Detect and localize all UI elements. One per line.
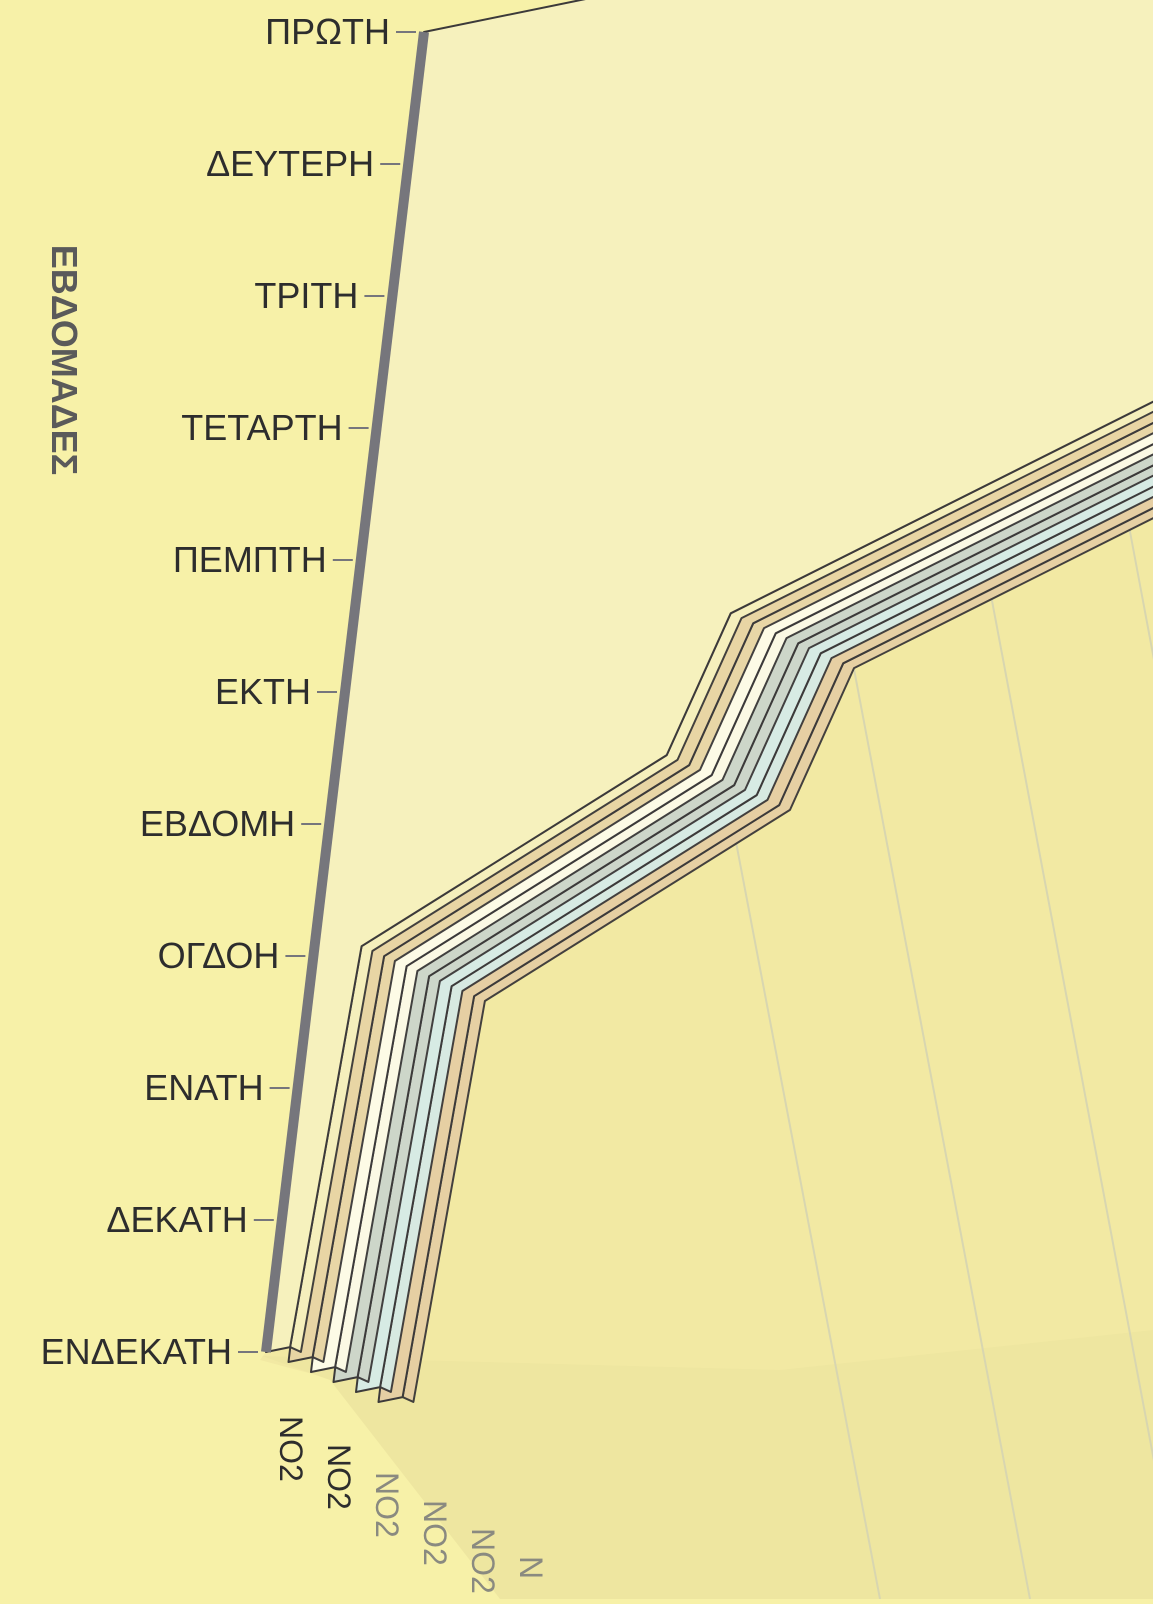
category-label: ΕΝΑΤΗ — [144, 1067, 263, 1108]
depth-label: NO2 — [273, 1416, 309, 1482]
depth-label: NO2 — [417, 1500, 453, 1566]
y-axis-title: ΕΒΔΟΜΑΔΕΣ — [44, 245, 85, 475]
category-label: ΕΚΤΗ — [215, 671, 311, 712]
category-label: ΤΡΙΤΗ — [254, 275, 358, 316]
depth-label: NO2 — [369, 1472, 405, 1538]
category-label: ΤΕΤΑΡΤΗ — [181, 407, 342, 448]
category-label: ΠΕΜΠΤΗ — [173, 539, 327, 580]
category-label: ΔΕΚΑΤΗ — [106, 1199, 247, 1240]
depth-label: NO2 — [465, 1528, 501, 1594]
category-label: ΠΡΩΤΗ — [265, 11, 390, 52]
category-label: ΕΒΔΟΜΗ — [140, 803, 295, 844]
category-label: ΟΓΔΟΗ — [158, 935, 280, 976]
depth-label: NO2 — [321, 1444, 357, 1510]
category-label: ΕΝΔΕΚΑΤΗ — [41, 1331, 232, 1372]
category-label: ΔΕΥΤΕΡΗ — [206, 143, 374, 184]
depth-label: N — [513, 1556, 549, 1579]
